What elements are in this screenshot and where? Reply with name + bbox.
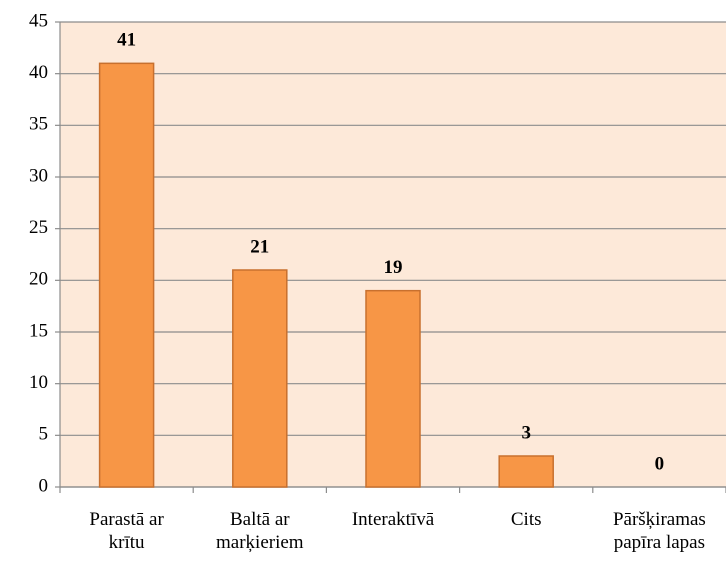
y-tick-label: 0 [39,475,49,496]
x-tick-label: Interaktīvā [351,509,435,530]
x-tick-label: Pāršķiramas papīra lapas [612,509,706,553]
value-label: 0 [655,453,665,474]
bar [232,269,288,488]
y-tick-label: 35 [29,114,48,135]
y-tick-label: 10 [29,372,48,393]
x-tick-label: Baltā ar marķieriem [216,509,304,553]
y-tick-label: 15 [29,320,48,341]
value-label: 41 [117,30,136,51]
y-tick-label: 5 [39,424,49,445]
y-tick-label: 25 [29,217,48,238]
y-tick-label: 40 [29,62,48,83]
x-tick-label: Cits [510,509,542,530]
y-tick-label: 45 [29,10,48,31]
bar [498,455,554,488]
value-label: 3 [521,422,531,443]
bar [365,289,421,488]
y-tick-label: 20 [29,269,48,290]
x-tick-label: Parastā ar krītu [89,509,164,553]
bar [98,62,155,488]
value-label: 19 [384,257,403,278]
y-tick-label: 30 [29,165,48,186]
value-label: 21 [250,236,269,257]
